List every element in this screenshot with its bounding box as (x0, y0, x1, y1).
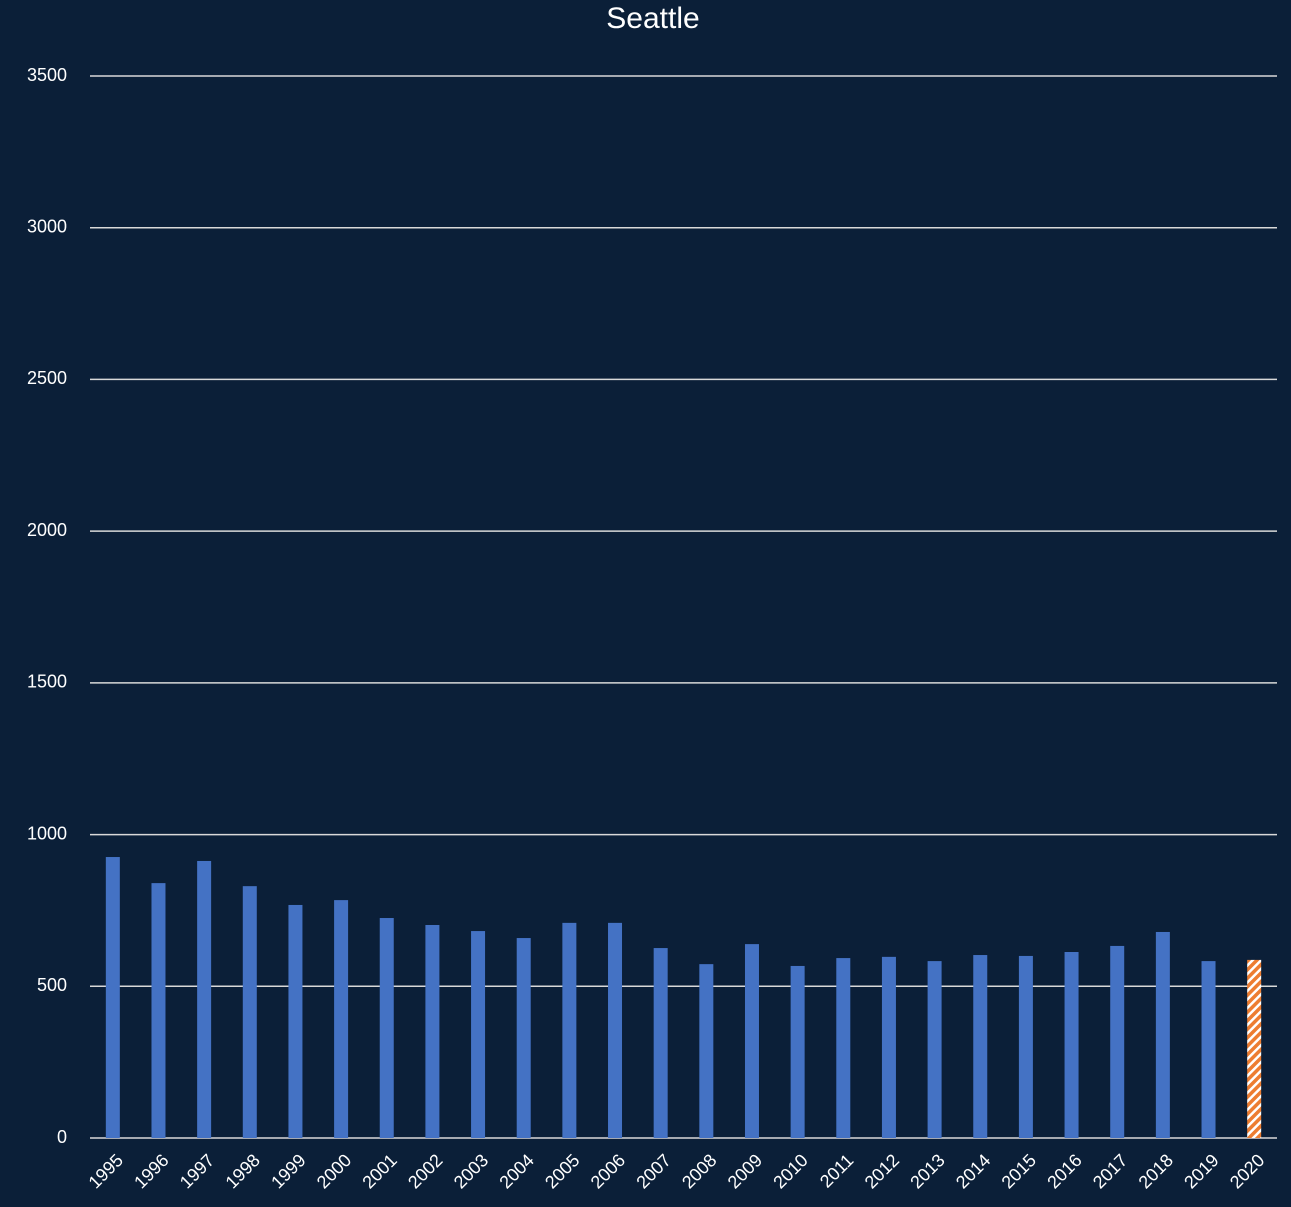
bar (608, 922, 623, 1138)
chart-title: Seattle (606, 2, 699, 35)
bar (379, 918, 394, 1138)
bar (1247, 959, 1262, 1138)
bar (471, 931, 486, 1138)
bar (288, 904, 303, 1138)
y-tick-label: 1500 (27, 672, 67, 692)
bar (1064, 951, 1079, 1138)
y-tick-label: 2500 (27, 368, 67, 388)
bar (973, 955, 988, 1138)
y-tick-label: 3500 (27, 65, 67, 85)
bar (1018, 955, 1033, 1138)
bar (927, 961, 942, 1138)
bar (425, 924, 440, 1138)
bar (334, 900, 349, 1138)
bar (836, 958, 851, 1138)
bar (1155, 931, 1170, 1138)
bar (881, 956, 896, 1138)
bar (516, 938, 531, 1138)
bar (242, 886, 257, 1138)
y-tick-label: 0 (57, 1127, 67, 1147)
bar (1201, 961, 1216, 1138)
bar (197, 860, 212, 1138)
bar (790, 965, 805, 1138)
y-tick-label: 3000 (27, 216, 67, 236)
bar (699, 964, 714, 1138)
y-tick-label: 500 (37, 975, 67, 995)
y-tick-label: 1000 (27, 823, 67, 843)
y-tick-label: 2000 (27, 520, 67, 540)
bar (151, 883, 166, 1138)
bar (1110, 945, 1125, 1138)
bar (653, 948, 668, 1138)
bar (744, 944, 759, 1138)
bar (105, 857, 120, 1138)
bar (562, 922, 577, 1138)
